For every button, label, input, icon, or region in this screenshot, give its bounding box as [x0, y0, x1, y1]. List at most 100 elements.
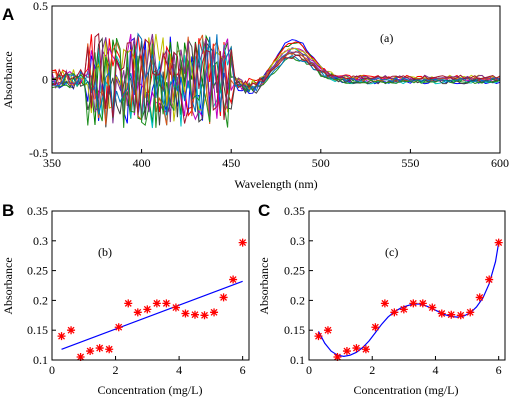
data-point-marker	[143, 305, 152, 314]
data-point-marker	[124, 299, 133, 308]
data-point-marker	[437, 309, 446, 318]
a-y-tick-label: 0	[42, 73, 48, 87]
panel-letter-a: A	[2, 5, 14, 24]
data-point-marker	[323, 326, 332, 335]
data-point-marker	[57, 332, 66, 341]
c-y-tick-label: 0.1	[290, 353, 305, 367]
data-point-marker	[380, 299, 389, 308]
data-point-marker	[485, 275, 494, 284]
data-point-marker	[494, 238, 503, 247]
plot-marks-c	[314, 238, 503, 362]
panel-letter-c: C	[258, 201, 270, 220]
data-point-marker	[114, 323, 123, 332]
b-y-tick-label: 0.35	[27, 204, 48, 218]
data-point-marker	[456, 311, 465, 320]
axis-ticks-a: 350 400 450 500 550 600 -0.5 0 0.5	[29, 0, 509, 170]
data-point-marker	[133, 308, 142, 317]
data-point-marker	[399, 305, 408, 314]
a-x-tick-label: 550	[401, 156, 419, 170]
c-y-tick-label: 0.3	[290, 234, 305, 248]
a-x-tick-label: 600	[491, 156, 509, 170]
plot-frame-b	[51, 210, 250, 361]
data-point-marker	[409, 299, 418, 308]
data-point-marker	[219, 293, 228, 302]
b-y-tick-label: 0.2	[33, 293, 48, 307]
data-point-marker	[181, 309, 190, 318]
a-x-tick-label: 350	[43, 156, 61, 170]
c-x-tick-label: 0	[306, 363, 312, 377]
b-y-tick-label: 0.15	[27, 323, 48, 337]
plot-marks-b	[57, 238, 247, 362]
c-x-tick-label: 6	[496, 363, 502, 377]
b-x-tick-label: 2	[113, 363, 119, 377]
data-point-marker	[76, 353, 85, 362]
data-point-marker	[342, 347, 351, 356]
x-axis-label-c: Concentration (mg/L)	[354, 383, 459, 397]
data-point-marker	[361, 345, 370, 354]
b-x-tick-label: 0	[49, 363, 55, 377]
x-axis-label-b: Concentration (mg/L)	[98, 383, 203, 397]
b-y-tick-label: 0.1	[33, 353, 48, 367]
a-x-tick-label: 400	[133, 156, 151, 170]
a-y-tick-label: 0.5	[33, 0, 48, 13]
spectrum-series-line	[51, 38, 501, 128]
b-x-tick-label: 6	[240, 363, 246, 377]
b-y-tick-label: 0.25	[27, 264, 48, 278]
data-point-marker	[333, 353, 342, 362]
axis-ticks-c: 0 2 4 6 0.1 0.15 0.2 0.25 0.3 0.35	[284, 204, 502, 377]
spectrum-series-line	[51, 33, 501, 122]
data-point-marker	[95, 344, 104, 353]
panel-a: A 350 400 450 500 550 600 -0.5 0 0.5 (a) Wavelen…	[1, 0, 509, 191]
c-x-tick-label: 4	[432, 363, 438, 377]
y-axis-label-c: Absorbance	[257, 257, 271, 314]
a-x-tick-label: 500	[312, 156, 330, 170]
annotation-b: (b)	[98, 245, 112, 259]
polynomial-fit-curve	[317, 242, 500, 358]
data-point-marker	[447, 310, 456, 319]
y-axis-label-b: Absorbance	[1, 257, 15, 314]
data-point-marker	[105, 345, 114, 354]
data-point-marker	[162, 299, 171, 308]
b-y-tick-label: 0.3	[33, 234, 48, 248]
x-axis-label-a: Wavelength (nm)	[234, 177, 317, 191]
a-x-tick-label: 450	[222, 156, 240, 170]
c-y-tick-label: 0.2	[290, 293, 305, 307]
data-point-marker	[171, 303, 180, 312]
data-point-marker	[152, 299, 161, 308]
linear-fit-line	[61, 280, 243, 350]
c-y-tick-label: 0.25	[284, 264, 305, 278]
c-x-tick-label: 2	[369, 363, 375, 377]
c-y-tick-label: 0.15	[284, 323, 305, 337]
data-point-marker	[371, 323, 380, 332]
b-x-tick-label: 4	[176, 363, 182, 377]
data-point-marker	[418, 299, 427, 308]
data-point-marker	[190, 310, 199, 319]
annotation-a: (a)	[380, 31, 393, 45]
data-point-marker	[466, 308, 475, 317]
data-point-marker	[475, 293, 484, 302]
spectra-lines	[51, 32, 501, 129]
panel-b: B 0 2 4 6 0.1 0.15 0.2 0.25 0.3 0.35 (b) Concentr…	[1, 201, 250, 397]
data-point-marker	[238, 238, 247, 247]
data-point-marker	[210, 308, 219, 317]
data-point-marker	[390, 308, 399, 317]
data-point-marker	[314, 332, 323, 341]
panel-c: C 0 2 4 6 0.1 0.15 0.2 0.25 0.3 0.35 (c) Concentr…	[257, 201, 506, 397]
data-point-marker	[67, 326, 76, 335]
c-y-tick-label: 0.35	[284, 204, 305, 218]
plot-frame-c	[308, 210, 506, 361]
spectrum-series-line	[51, 32, 501, 116]
y-axis-label-a: Absorbance	[1, 51, 15, 108]
spectrum-series-line	[51, 33, 501, 124]
data-point-marker	[352, 344, 361, 353]
panel-letter-b: B	[2, 201, 14, 220]
data-point-marker	[86, 347, 95, 356]
annotation-c: (c)	[385, 245, 398, 259]
data-point-marker	[229, 275, 238, 284]
a-y-tick-label: -0.5	[29, 146, 48, 160]
data-point-marker	[200, 311, 209, 320]
data-point-marker	[428, 303, 437, 312]
axis-ticks-b: 0 2 4 6 0.1 0.15 0.2 0.25 0.3 0.35	[27, 204, 246, 377]
spectrum-series-line	[51, 32, 501, 124]
